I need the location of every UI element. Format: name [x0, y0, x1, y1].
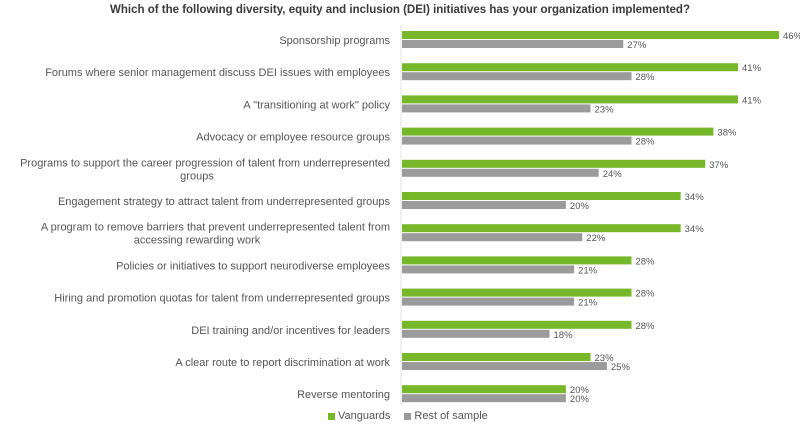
chart-title: Which of the following diversity, equity… [110, 4, 690, 16]
data-label: 28% [635, 72, 655, 83]
bar-vanguards [402, 31, 779, 39]
legend-item-vanguards: Vanguards [328, 410, 390, 422]
data-label: 20% [570, 394, 590, 405]
data-label: 27% [627, 40, 647, 51]
legend: Vanguards Rest of sample [328, 410, 488, 422]
bar-vanguards [402, 288, 632, 297]
bar-vanguards [402, 353, 591, 361]
category-label: Programs to support the career progressi… [20, 157, 390, 182]
bar-vanguards [402, 159, 706, 168]
data-label: 41% [742, 63, 762, 74]
legend-swatch-vanguards [328, 412, 335, 420]
legend-swatch-rest-of-sample [404, 412, 412, 420]
bar-vanguards [402, 385, 566, 394]
bar-vanguards [402, 127, 714, 136]
bar-vanguards [402, 256, 632, 265]
bar-vanguards [402, 63, 739, 72]
category-label: Hiring and promotion quotas for talent f… [54, 293, 390, 305]
category-label: Advocacy or employee resource groups [196, 132, 390, 144]
data-label: 41% [742, 95, 762, 106]
bar-rest-of-sample [402, 136, 632, 145]
data-label: 21% [578, 265, 598, 276]
category-label: DEI training and/or incentives for leade… [191, 325, 390, 337]
data-label: 28% [635, 289, 655, 300]
bar-rest-of-sample [402, 104, 591, 113]
category-label: A program to remove barriers that preven… [41, 222, 390, 247]
bar-rest-of-sample [402, 265, 575, 274]
legend-label-vanguards: Vanguards [338, 410, 391, 422]
bar-rest-of-sample [402, 329, 550, 338]
legend-item-rest-of-sample: Rest of sample [404, 410, 488, 422]
data-label: 22% [586, 233, 606, 244]
bar-vanguards [402, 95, 739, 104]
bar-rest-of-sample [402, 297, 575, 306]
data-label: 18% [554, 330, 574, 341]
data-label: 21% [578, 298, 598, 309]
data-label: 23% [595, 353, 615, 364]
category-label: A "transitioning at work" policy [243, 99, 390, 111]
bar-vanguards [402, 224, 681, 233]
bar-vanguards [402, 320, 632, 329]
data-label: 28% [635, 321, 655, 332]
data-label: 23% [595, 104, 615, 115]
bar-rest-of-sample [402, 233, 583, 242]
category-label: Sponsorship programs [279, 35, 390, 47]
category-label: Engagement strategy to attract talent fr… [58, 196, 391, 208]
category-label: Policies or initiatives to support neuro… [116, 260, 390, 272]
data-label: 34% [685, 224, 705, 235]
data-label: 28% [635, 137, 655, 148]
legend-label-rest-of-sample: Rest of sample [414, 410, 488, 422]
data-label: 46% [783, 31, 800, 42]
data-label: 24% [603, 169, 623, 180]
bar-rest-of-sample [402, 40, 624, 48]
category-label: Forums where senior management discuss D… [45, 67, 390, 79]
bar-rest-of-sample [402, 394, 566, 403]
data-label: 20% [570, 201, 590, 212]
bar-rest-of-sample [402, 362, 607, 370]
data-label: 20% [570, 385, 590, 396]
data-label: 37% [709, 160, 729, 171]
bar-vanguards [402, 192, 681, 200]
data-label: 25% [611, 362, 631, 373]
bar-rest-of-sample [402, 201, 566, 209]
category-label: A clear route to report discrimination a… [175, 357, 390, 369]
data-label: 34% [685, 192, 705, 203]
category-label: Reverse mentoring [297, 389, 390, 401]
data-label: 28% [635, 256, 655, 267]
data-label: 38% [717, 128, 737, 139]
bar-rest-of-sample [402, 168, 599, 177]
bar-rest-of-sample [402, 72, 632, 81]
